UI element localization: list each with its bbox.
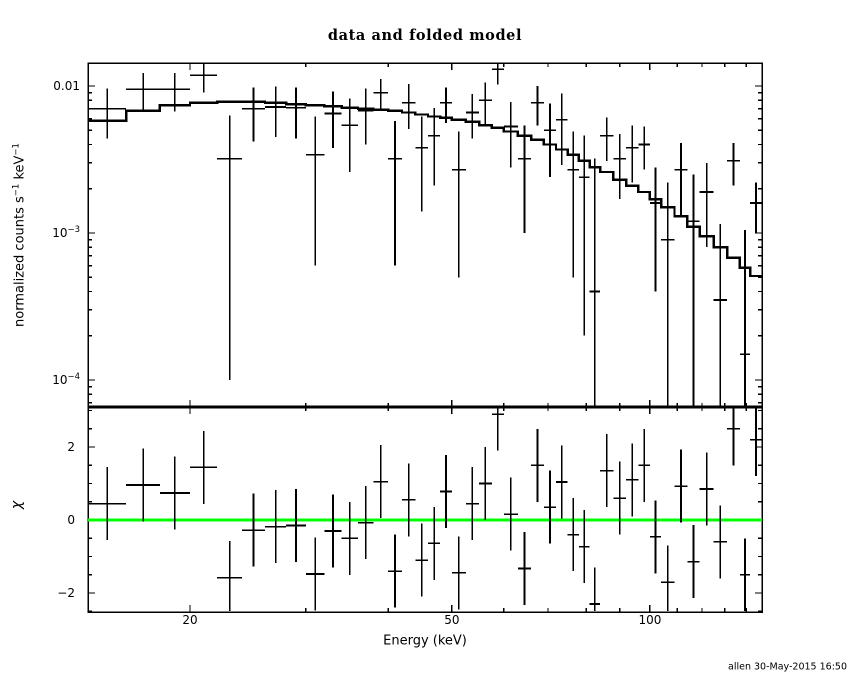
- chi-tick-label: 0: [67, 513, 75, 527]
- panel-borders: [87, 62, 763, 613]
- data-errorbars: [88, 63, 762, 407]
- chi-errorbars: [88, 407, 762, 612]
- counts-axis-label: normalized counts s−1 keV−1: [11, 143, 28, 327]
- y-tick-label: 0.01: [53, 79, 80, 93]
- chi-tick-label: 2: [67, 440, 75, 454]
- axis-ticks: [88, 63, 762, 612]
- chi-axis-label: χ: [9, 500, 25, 510]
- x-tick-label: 20: [182, 613, 198, 627]
- y-tick-label: 10−4: [52, 372, 80, 387]
- chart-title: data and folded model: [327, 26, 523, 44]
- x-tick-label: 50: [444, 613, 460, 627]
- energy-axis-label: Energy (keV): [383, 633, 467, 649]
- plot-signature: allen 30-May-2015 16:50: [728, 661, 847, 673]
- chi-tick-label: −2: [57, 586, 75, 600]
- model-step-line: [88, 100, 762, 278]
- x-tick-label: 100: [638, 613, 662, 627]
- model-histogram: [88, 100, 762, 278]
- y-tick-label: 10−3: [52, 225, 80, 240]
- bottom-panel-border: [87, 406, 763, 613]
